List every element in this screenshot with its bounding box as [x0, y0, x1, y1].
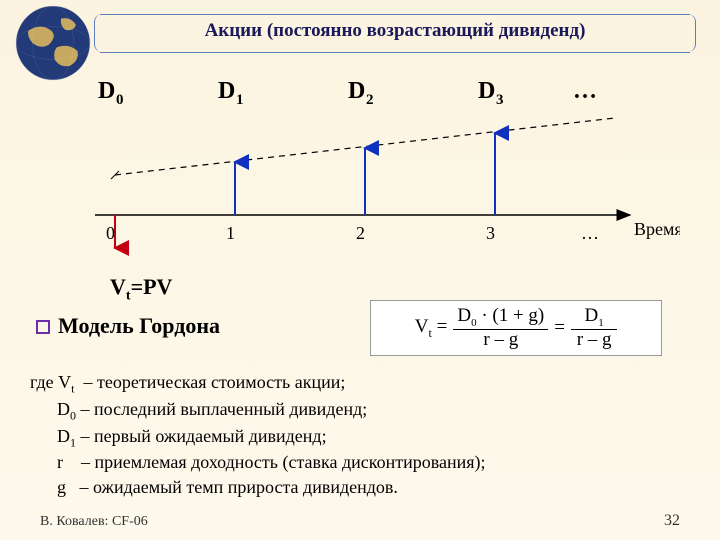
svg-text:3: 3	[486, 223, 495, 243]
header-curve-right	[683, 14, 696, 52]
svg-text:Время: Время	[634, 219, 680, 239]
dividend-diagram: D0D1D2D3…0123…Время	[40, 70, 680, 250]
def-d1: D1 – первый ожидаемый дивиденд;	[30, 424, 486, 451]
svg-text:3: 3	[496, 92, 504, 108]
svg-text:…: …	[573, 78, 597, 104]
svg-text:2: 2	[366, 92, 374, 108]
svg-text:D: D	[348, 78, 365, 104]
gordon-formula-box: Vt = D0 · (1 + g) r – g = D1 r – g	[370, 300, 662, 356]
gordon-model-label: Модель Гордона	[58, 313, 220, 339]
svg-text:1: 1	[236, 92, 244, 108]
def-r: r – приемлемая доходность (ставка дискон…	[30, 450, 486, 474]
gordon-formula: Vt = D0 · (1 + g) r – g = D1 r – g	[415, 306, 617, 350]
svg-text:D: D	[218, 78, 235, 104]
footer-author: В. Ковалев: CF-06	[40, 514, 148, 530]
slide-title: Акции (постоянно возрастающий дивиденд)	[120, 20, 670, 42]
bullet-icon	[36, 320, 50, 334]
pv-formula-label: Vt=PV	[110, 274, 172, 304]
svg-text:…: …	[581, 223, 599, 243]
def-vt: где Vt – теоретическая стоимость акции;	[30, 370, 486, 397]
svg-text:2: 2	[356, 223, 365, 243]
svg-text:0: 0	[116, 92, 124, 108]
pv-text: Vt=PV	[110, 274, 172, 299]
svg-text:D: D	[98, 78, 115, 104]
definitions-block: где Vt – теоретическая стоимость акции; …	[30, 370, 486, 499]
header-rule-top	[100, 14, 690, 15]
svg-text:1: 1	[226, 223, 235, 243]
def-d0: D0 – последний выплаченный дивиденд;	[30, 397, 486, 424]
svg-text:0: 0	[106, 223, 115, 243]
header-curve-left	[94, 14, 107, 52]
svg-text:D: D	[478, 78, 495, 104]
def-g: g – ожидаемый темп прироста дивидендов.	[30, 475, 486, 499]
header-rule-bottom	[100, 52, 690, 53]
footer-page-number: 32	[664, 512, 680, 530]
